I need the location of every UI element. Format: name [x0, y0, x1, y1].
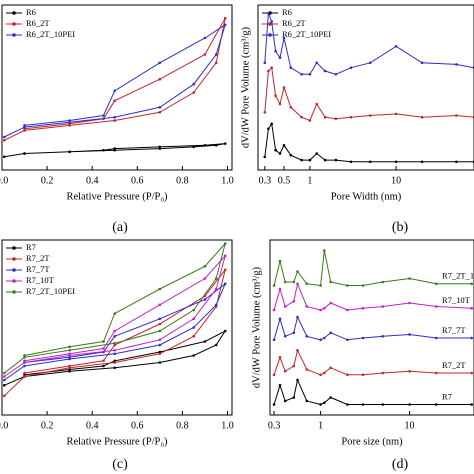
plot-frame: [1, 4, 233, 171]
legend-marker: [268, 22, 272, 26]
x-tick-label: 0.0: [0, 175, 8, 186]
legend-marker: [12, 290, 16, 294]
series-line: [272, 315, 473, 342]
x-tick-label: 0.6: [131, 420, 144, 431]
legend-marker: [268, 33, 272, 37]
x-tick-label: 1.0: [221, 175, 234, 186]
series-line: [263, 12, 474, 76]
legend-marker: [12, 257, 16, 261]
legend-label: R6: [26, 7, 36, 17]
caption: (c): [112, 457, 128, 472]
series-line: [3, 242, 227, 375]
legend-label: R7_2T: [26, 253, 50, 263]
x-tick-label: 0.2: [41, 175, 54, 186]
plot-frame: [269, 239, 474, 416]
caption: (a): [112, 220, 128, 235]
series-line: [272, 348, 473, 377]
caption: (d): [392, 457, 409, 472]
y-axis-label: dV/dW Pore Volume (cm³/g): [240, 26, 251, 148]
series-line: [272, 249, 473, 287]
x-tick-label: 0.4: [86, 175, 99, 186]
series-line: [272, 378, 473, 406]
series-label: R7_10T: [442, 295, 471, 305]
series-line: [272, 282, 473, 312]
legend-label: R7_7T: [26, 264, 50, 274]
x-tick-label: 0.5: [278, 175, 291, 186]
x-axis-label: Pore size (nm): [341, 436, 403, 447]
x-axis-label: Relative Pressure (P/P₀): [66, 191, 168, 202]
legend-label: R6: [282, 7, 292, 17]
series-label: R7_7T: [442, 325, 466, 335]
x-tick-label: 10: [391, 175, 401, 186]
x-tick-label: 0.8: [176, 420, 189, 431]
series-line: [3, 23, 227, 139]
series-label: R7_2T_10PEI: [442, 271, 474, 281]
x-tick-label: 0.3: [268, 420, 281, 431]
caption: (b): [392, 220, 409, 235]
x-tick-label: 0.2: [41, 420, 54, 431]
series-line: [263, 66, 474, 122]
legend-label: R7_2T_10PEI: [26, 286, 75, 296]
x-tick-label: 1: [307, 175, 312, 186]
x-tick-label: 0.6: [131, 175, 144, 186]
x-axis-label: Pore Width (nm): [331, 191, 402, 202]
legend-label: R7: [26, 242, 36, 252]
series-line: [3, 329, 227, 387]
plot-frame: [1, 239, 233, 416]
plot-frame: [257, 4, 474, 171]
series-line: [3, 282, 227, 382]
y-axis-label: dV/dW Pore Volume (cm³/g): [251, 266, 262, 388]
x-tick-label: 10: [405, 420, 415, 431]
series-line: [3, 142, 227, 159]
x-tick-label: 1.0: [221, 420, 234, 431]
legend-label: R6_2T_10PEI: [26, 29, 75, 39]
legend-marker: [12, 22, 16, 26]
series-line: [263, 122, 474, 164]
x-tick-label: 0.0: [0, 420, 8, 431]
legend-label: R7_10T: [26, 275, 55, 285]
legend-label: R6_2T: [282, 18, 306, 28]
x-tick-label: 1: [318, 420, 323, 431]
legend-marker: [12, 11, 16, 15]
legend-marker: [12, 268, 16, 272]
legend-marker: [12, 279, 16, 283]
x-tick-label: 0.4: [86, 420, 99, 431]
legend-marker: [12, 33, 16, 37]
x-tick-label: 0.8: [176, 175, 189, 186]
legend-label: R6_2T_10PEI: [282, 29, 331, 39]
series-label: R7_2T: [442, 360, 466, 370]
legend-marker: [12, 246, 16, 250]
x-tick-label: 0.3: [259, 175, 272, 186]
x-axis-label: Relative Pressure (P/P₀): [66, 436, 168, 447]
legend-label: R6_2T: [26, 18, 50, 28]
series-label: R7: [442, 391, 452, 401]
